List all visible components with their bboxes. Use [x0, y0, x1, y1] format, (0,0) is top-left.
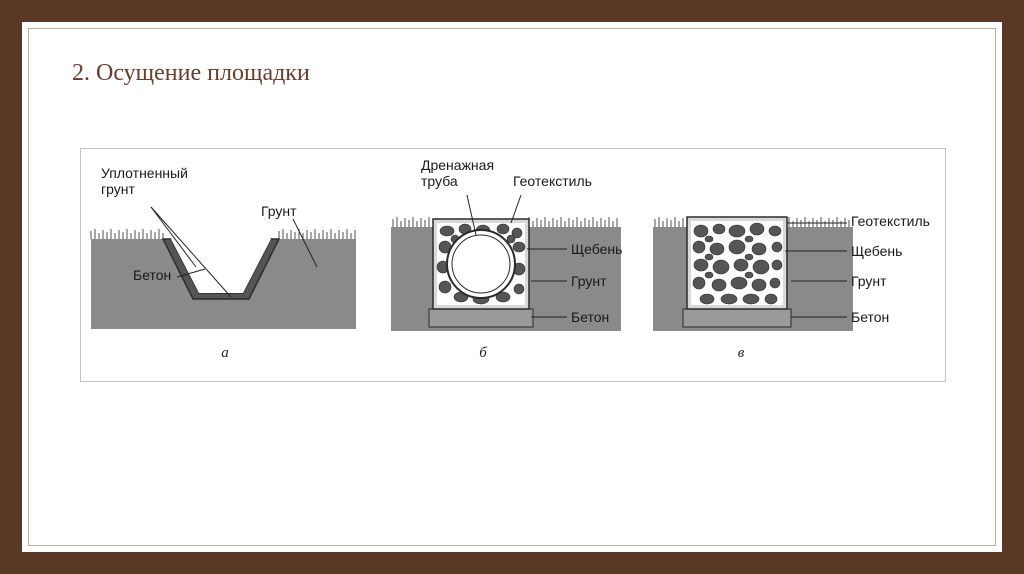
panel-a-letter: а	[215, 345, 235, 362]
label-c-concrete: Бетон	[851, 309, 889, 325]
label-b-gravel: Щебень	[571, 241, 622, 257]
panel-b-letter: б	[473, 345, 493, 362]
label-a-concrete: Бетон	[133, 267, 171, 283]
panel-c-letter: в	[731, 345, 751, 362]
label-a-compact-soil: Уплотненный грунт	[101, 165, 188, 197]
label-b-concrete: Бетон	[571, 309, 609, 325]
label-b-soil: Грунт	[571, 273, 607, 289]
panel-c-svg	[641, 149, 945, 381]
label-a-soil: Грунт	[261, 203, 297, 219]
label-c-soil: Грунт	[851, 273, 887, 289]
label-b-drainpipe: Дренажная труба	[421, 157, 494, 189]
slide-title: 2. Осущение площадки	[72, 60, 310, 87]
diagram-container: Уплотненный грунт Грунт Бетон а	[80, 148, 946, 382]
label-b-geotextile: Геотекстиль	[513, 173, 592, 189]
label-c-geotextile: Геотекстиль	[851, 213, 930, 229]
label-c-gravel: Щебень	[851, 243, 902, 259]
